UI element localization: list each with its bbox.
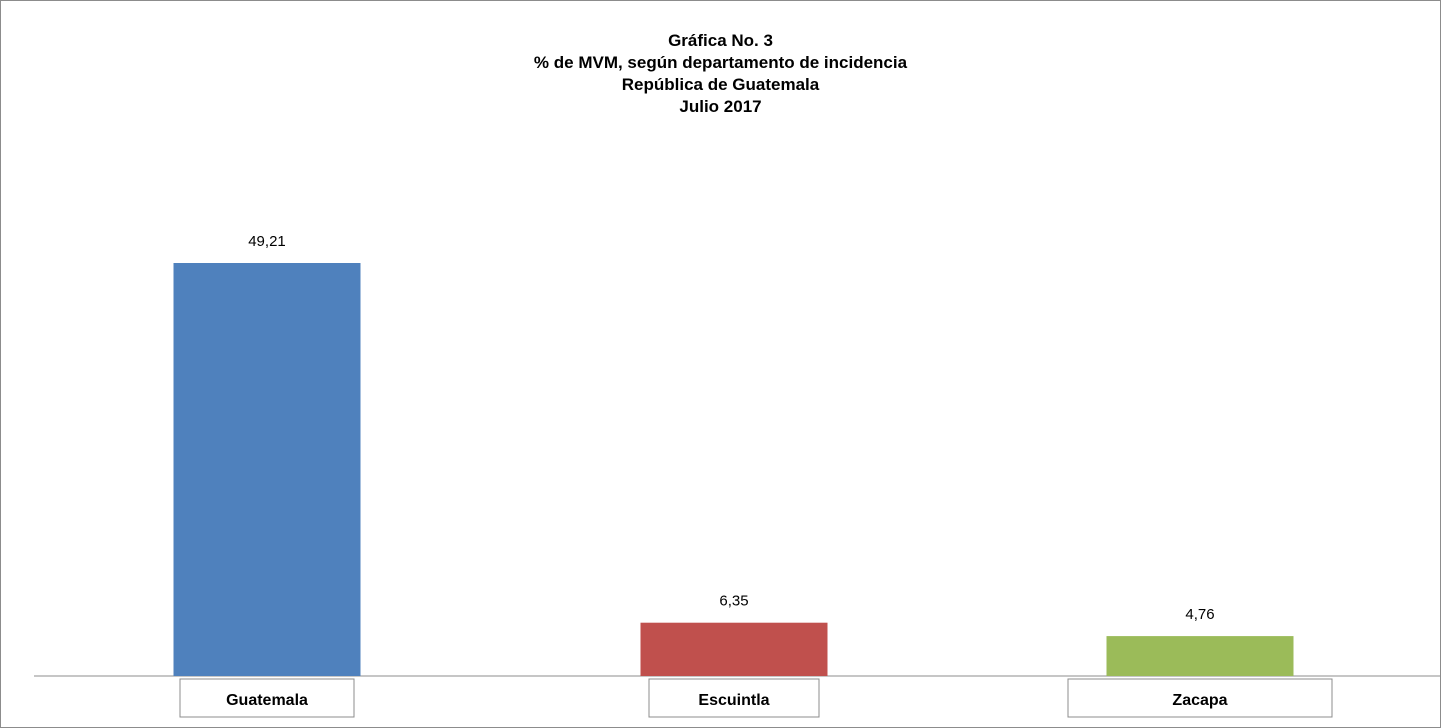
- chart-title: Gráfica No. 3 % de MVM, según departamen…: [0, 30, 1441, 118]
- chart-title-line-1: Gráfica No. 3: [668, 31, 773, 50]
- bar-guatemala: [173, 263, 361, 676]
- chart-title-line-3: República de Guatemala: [621, 75, 820, 94]
- chart-title-line-4: Julio 2017: [679, 97, 762, 116]
- bar-escuintla: [640, 622, 828, 676]
- bars-layer: 49,21 Guatemala 6,35 Escuintla 4,76 Zacapa: [173, 233, 1333, 718]
- category-label-box-zacapa: [1067, 678, 1333, 718]
- data-label-escuintla: 6,35: [719, 593, 748, 610]
- category-label-escuintla: Escuintla: [698, 692, 769, 709]
- bar-zacapa: [1106, 636, 1294, 676]
- data-label-zacapa: 4,76: [1185, 606, 1214, 623]
- category-label-box-escuintla: [648, 678, 820, 718]
- data-label-guatemala: 49,21: [248, 233, 286, 250]
- chart-title-line-2: % de MVM, según departamento de incidenc…: [533, 53, 908, 72]
- category-label-guatemala: Guatemala: [226, 692, 308, 709]
- category-label-zacapa: Zacapa: [1172, 692, 1227, 709]
- category-label-box-guatemala: [179, 678, 355, 718]
